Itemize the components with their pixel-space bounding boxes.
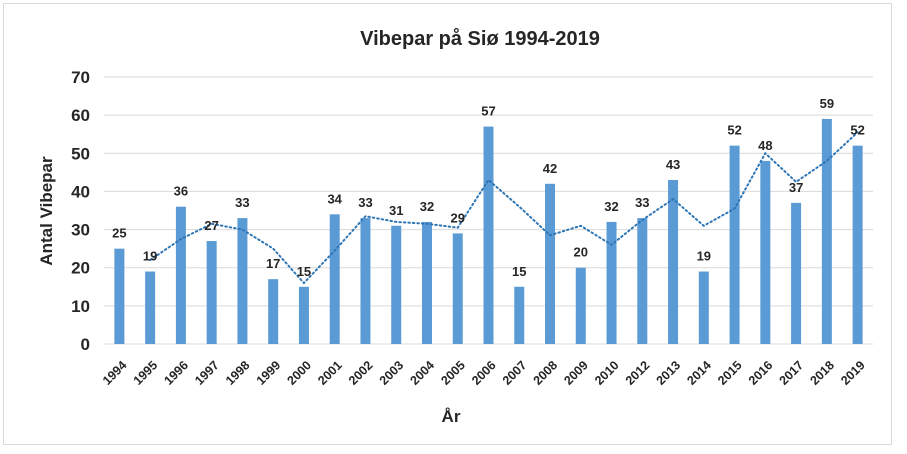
data-label: 15	[512, 264, 526, 279]
trendline-path	[149, 131, 859, 285]
bar-2019	[852, 145, 863, 344]
x-axis-ticks: 1994 1995 1996 1997 1998 1999 2000 2001 2002 2003…	[100, 358, 868, 388]
x-tick-label: 2013	[654, 358, 684, 388]
data-labels: 25 19 36 27 33 17 15 34 33 31 32 29 57 15 42 20 32 33 43 19…	[112, 96, 865, 279]
x-tick-label: 2017	[777, 358, 807, 388]
data-label: 19	[697, 249, 711, 264]
data-label: 31	[389, 203, 403, 218]
y-tick-label: 20	[71, 259, 90, 278]
bar-2013	[668, 179, 679, 344]
trendline	[149, 131, 859, 285]
y-tick-label: 10	[71, 297, 90, 316]
bar-2018	[821, 118, 832, 344]
y-tick-label: 40	[71, 182, 90, 201]
data-label: 33	[635, 195, 649, 210]
data-label: 32	[604, 199, 618, 214]
y-tick-label: 0	[81, 335, 90, 354]
x-axis-label: År	[442, 407, 461, 426]
x-tick-label: 2002	[346, 358, 376, 388]
x-tick-label: 1995	[131, 358, 161, 388]
bar-2005	[452, 233, 463, 344]
data-label: 52	[850, 123, 864, 138]
bar-2008	[545, 183, 556, 344]
data-label: 48	[758, 138, 772, 153]
bar-2014	[698, 271, 709, 344]
y-axis-ticks: 0 10 20 30 40 50 60 70	[71, 68, 90, 354]
y-tick-label: 50	[71, 144, 90, 163]
data-label: 34	[327, 191, 342, 206]
bar-1998	[237, 218, 248, 344]
bar-2003	[391, 225, 402, 344]
x-tick-label: 2005	[438, 358, 468, 388]
y-tick-label: 60	[71, 106, 90, 125]
data-label: 57	[481, 104, 495, 119]
bar-2009	[575, 267, 586, 344]
bar-1999	[268, 279, 279, 344]
x-tick-label: 2015	[715, 358, 745, 388]
data-label: 20	[574, 245, 588, 260]
bar-2006	[483, 126, 494, 344]
bar-1995	[145, 271, 156, 344]
x-tick-label: 1998	[223, 358, 253, 388]
bar-2001	[329, 214, 340, 344]
chart-title: Vibepar på Siø 1994-2019	[360, 27, 600, 50]
y-axis-label: Antal Vibepar	[37, 156, 56, 266]
x-tick-label: 2004	[408, 358, 438, 388]
data-label: 33	[358, 195, 372, 210]
bar-2002	[360, 218, 371, 344]
bar-1996	[175, 206, 186, 344]
bar-2010	[606, 221, 617, 344]
x-tick-label: 2008	[531, 358, 561, 388]
data-label: 15	[297, 264, 311, 279]
data-label: 37	[789, 180, 803, 195]
data-label: 29	[451, 210, 465, 225]
data-label: 17	[266, 256, 280, 271]
x-tick-label: 2016	[746, 358, 776, 388]
y-tick-label: 70	[71, 68, 90, 87]
x-tick-label: 2009	[561, 358, 591, 388]
data-label: 27	[204, 218, 218, 233]
data-label: 43	[666, 157, 680, 172]
bar-2004	[421, 221, 432, 344]
x-tick-label: 1999	[254, 358, 284, 388]
x-tick-label: 2010	[592, 358, 622, 388]
x-tick-label: 2012	[623, 358, 653, 388]
x-tick-label: 2000	[284, 358, 314, 388]
x-tick-label: 2018	[807, 358, 837, 388]
data-label: 19	[143, 249, 157, 264]
bar-2016	[760, 160, 771, 344]
bar-2012	[637, 218, 648, 344]
bar-2000	[298, 286, 309, 344]
data-label: 36	[174, 184, 188, 199]
x-tick-label: 1994	[100, 358, 130, 388]
x-tick-label: 2006	[469, 358, 499, 388]
data-label: 33	[235, 195, 249, 210]
y-tick-label: 30	[71, 221, 90, 240]
data-label: 42	[543, 161, 557, 176]
bar-2007	[514, 286, 525, 344]
bar-1994	[114, 248, 125, 344]
data-label: 59	[820, 96, 834, 111]
data-label: 52	[727, 123, 741, 138]
x-tick-label: 2019	[838, 358, 868, 388]
bar-2017	[791, 202, 802, 344]
x-tick-label: 1996	[161, 358, 191, 388]
data-label: 32	[420, 199, 434, 214]
data-label: 25	[112, 226, 126, 241]
x-tick-label: 2003	[377, 358, 407, 388]
bar-1997	[206, 241, 217, 344]
bars	[114, 118, 863, 344]
x-tick-label: 2007	[500, 358, 530, 388]
x-tick-label: 2014	[684, 358, 714, 388]
x-tick-label: 2001	[315, 358, 345, 388]
x-tick-label: 1997	[192, 358, 222, 388]
bar-2015	[729, 145, 740, 344]
